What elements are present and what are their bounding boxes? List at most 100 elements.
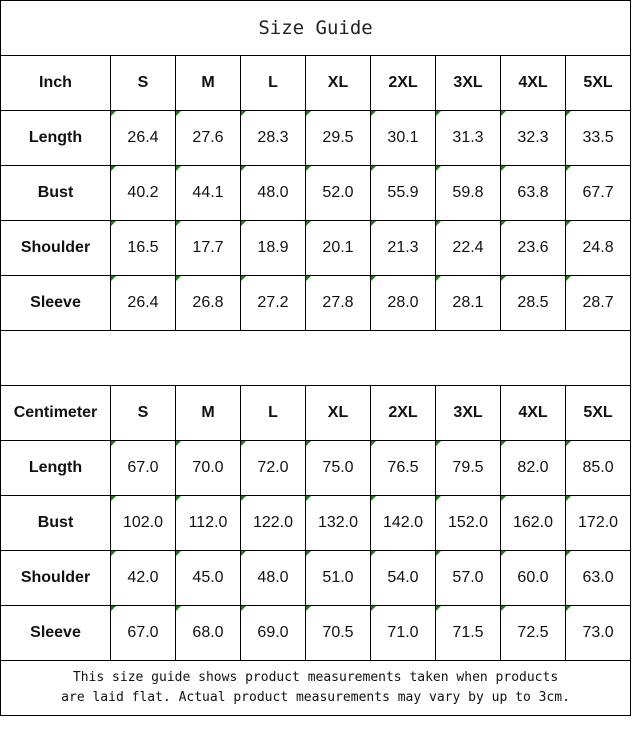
unit-label: Inch — [0, 55, 111, 111]
measurement-value: 75.0 — [305, 440, 371, 496]
cm-header-row: Centimeter S M L XL 2XL 3XL 4XL 5XL — [0, 385, 632, 441]
measurement-label: Sleeve — [0, 605, 111, 661]
measurement-value: 70.0 — [175, 440, 241, 496]
table-row: Sleeve 67.0 68.0 69.0 70.5 71.0 71.5 72.5 73.0 — [0, 605, 632, 661]
measurement-value: 45.0 — [175, 550, 241, 606]
size-header: XL — [305, 55, 371, 111]
measurement-value: 16.5 — [110, 220, 176, 276]
measurement-value: 59.8 — [435, 165, 501, 221]
measurement-label: Bust — [0, 495, 111, 551]
measurement-value: 72.5 — [500, 605, 566, 661]
measurement-value: 79.5 — [435, 440, 501, 496]
measurement-label: Length — [0, 110, 111, 166]
measurement-value: 67.7 — [564, 165, 632, 221]
measurement-value: 30.1 — [370, 110, 436, 166]
measurement-value: 71.0 — [370, 605, 436, 661]
measurement-value: 152.0 — [435, 495, 501, 551]
spacer-cell — [0, 330, 632, 386]
note-line: This size guide shows product measuremen… — [72, 670, 559, 685]
measurement-value: 29.5 — [305, 110, 371, 166]
measurement-value: 52.0 — [305, 165, 371, 221]
measurement-value: 40.2 — [110, 165, 176, 221]
measurement-label: Shoulder — [0, 550, 111, 606]
note-line: are laid flat. Actual product measuremen… — [61, 690, 570, 705]
measurement-value: 55.9 — [370, 165, 436, 221]
size-header: 2XL — [370, 55, 436, 111]
measurement-value: 71.5 — [435, 605, 501, 661]
measurement-value: 48.0 — [240, 165, 306, 221]
measurement-value: 28.5 — [500, 275, 566, 331]
measurement-value: 102.0 — [110, 495, 176, 551]
measurement-value: 68.0 — [175, 605, 241, 661]
measurement-value: 82.0 — [500, 440, 566, 496]
measurement-value: 85.0 — [564, 440, 632, 496]
measurement-value: 112.0 — [175, 495, 241, 551]
measurement-value: 32.3 — [500, 110, 566, 166]
table-row: Length 67.0 70.0 72.0 75.0 76.5 79.5 82.0 85.0 — [0, 440, 632, 496]
measurement-value: 76.5 — [370, 440, 436, 496]
measurement-value: 27.2 — [240, 275, 306, 331]
size-header: XL — [305, 385, 371, 441]
measurement-value: 54.0 — [370, 550, 436, 606]
size-header: 4XL — [500, 385, 566, 441]
measurement-value: 26.4 — [110, 275, 176, 331]
note-row: This size guide shows product measuremen… — [0, 660, 632, 716]
size-header: S — [110, 55, 176, 111]
measurement-value: 28.7 — [564, 275, 632, 331]
measurement-label: Sleeve — [0, 275, 111, 331]
measurement-value: 18.9 — [240, 220, 306, 276]
measurement-value: 73.0 — [564, 605, 632, 661]
measurement-value: 44.1 — [175, 165, 241, 221]
measurement-note: This size guide shows product measuremen… — [0, 660, 632, 716]
measurement-value: 172.0 — [564, 495, 632, 551]
measurement-value: 31.3 — [435, 110, 501, 166]
measurement-value: 67.0 — [110, 605, 176, 661]
table-row: Shoulder 16.5 17.7 18.9 20.1 21.3 22.4 23.6 24.8 — [0, 220, 632, 276]
measurement-value: 27.8 — [305, 275, 371, 331]
size-header: L — [240, 385, 306, 441]
table-row: Bust 40.2 44.1 48.0 52.0 55.9 59.8 63.8 67.7 — [0, 165, 632, 221]
inch-header-row: Inch S M L XL 2XL 3XL 4XL 5XL — [0, 55, 632, 111]
measurement-value: 48.0 — [240, 550, 306, 606]
table-row: Shoulder 42.0 45.0 48.0 51.0 54.0 57.0 60.0 63.0 — [0, 550, 632, 606]
measurement-value: 142.0 — [370, 495, 436, 551]
size-header: 2XL — [370, 385, 436, 441]
measurement-value: 26.8 — [175, 275, 241, 331]
measurement-value: 23.6 — [500, 220, 566, 276]
measurement-value: 24.8 — [564, 220, 632, 276]
measurement-label: Bust — [0, 165, 111, 221]
measurement-value: 67.0 — [110, 440, 176, 496]
size-header: M — [175, 55, 241, 111]
measurement-value: 20.1 — [305, 220, 371, 276]
measurement-value: 28.3 — [240, 110, 306, 166]
size-header: 5XL — [564, 385, 632, 441]
measurement-value: 28.0 — [370, 275, 436, 331]
size-header: 3XL — [435, 385, 501, 441]
measurement-value: 63.0 — [564, 550, 632, 606]
table-row: Sleeve 26.4 26.8 27.2 27.8 28.0 28.1 28.5 28.7 — [0, 275, 632, 331]
measurement-value: 57.0 — [435, 550, 501, 606]
size-header: M — [175, 385, 241, 441]
measurement-value: 28.1 — [435, 275, 501, 331]
size-header: 5XL — [564, 55, 632, 111]
size-header: 4XL — [500, 55, 566, 111]
measurement-value: 21.3 — [370, 220, 436, 276]
measurement-value: 33.5 — [564, 110, 632, 166]
measurement-value: 51.0 — [305, 550, 371, 606]
measurement-value: 26.4 — [110, 110, 176, 166]
measurement-value: 72.0 — [240, 440, 306, 496]
measurement-value: 70.5 — [305, 605, 371, 661]
measurement-value: 63.8 — [500, 165, 566, 221]
measurement-value: 22.4 — [435, 220, 501, 276]
measurement-label: Length — [0, 440, 111, 496]
size-header: L — [240, 55, 306, 111]
measurement-value: 42.0 — [110, 550, 176, 606]
measurement-value: 69.0 — [240, 605, 306, 661]
measurement-value: 132.0 — [305, 495, 371, 551]
table-row: Bust 102.0 112.0 122.0 132.0 142.0 152.0 162.0 1… — [0, 495, 632, 551]
measurement-value: 122.0 — [240, 495, 306, 551]
measurement-value: 17.7 — [175, 220, 241, 276]
table-row: Length 26.4 27.6 28.3 29.5 30.1 31.3 32.3 33.5 — [0, 110, 632, 166]
